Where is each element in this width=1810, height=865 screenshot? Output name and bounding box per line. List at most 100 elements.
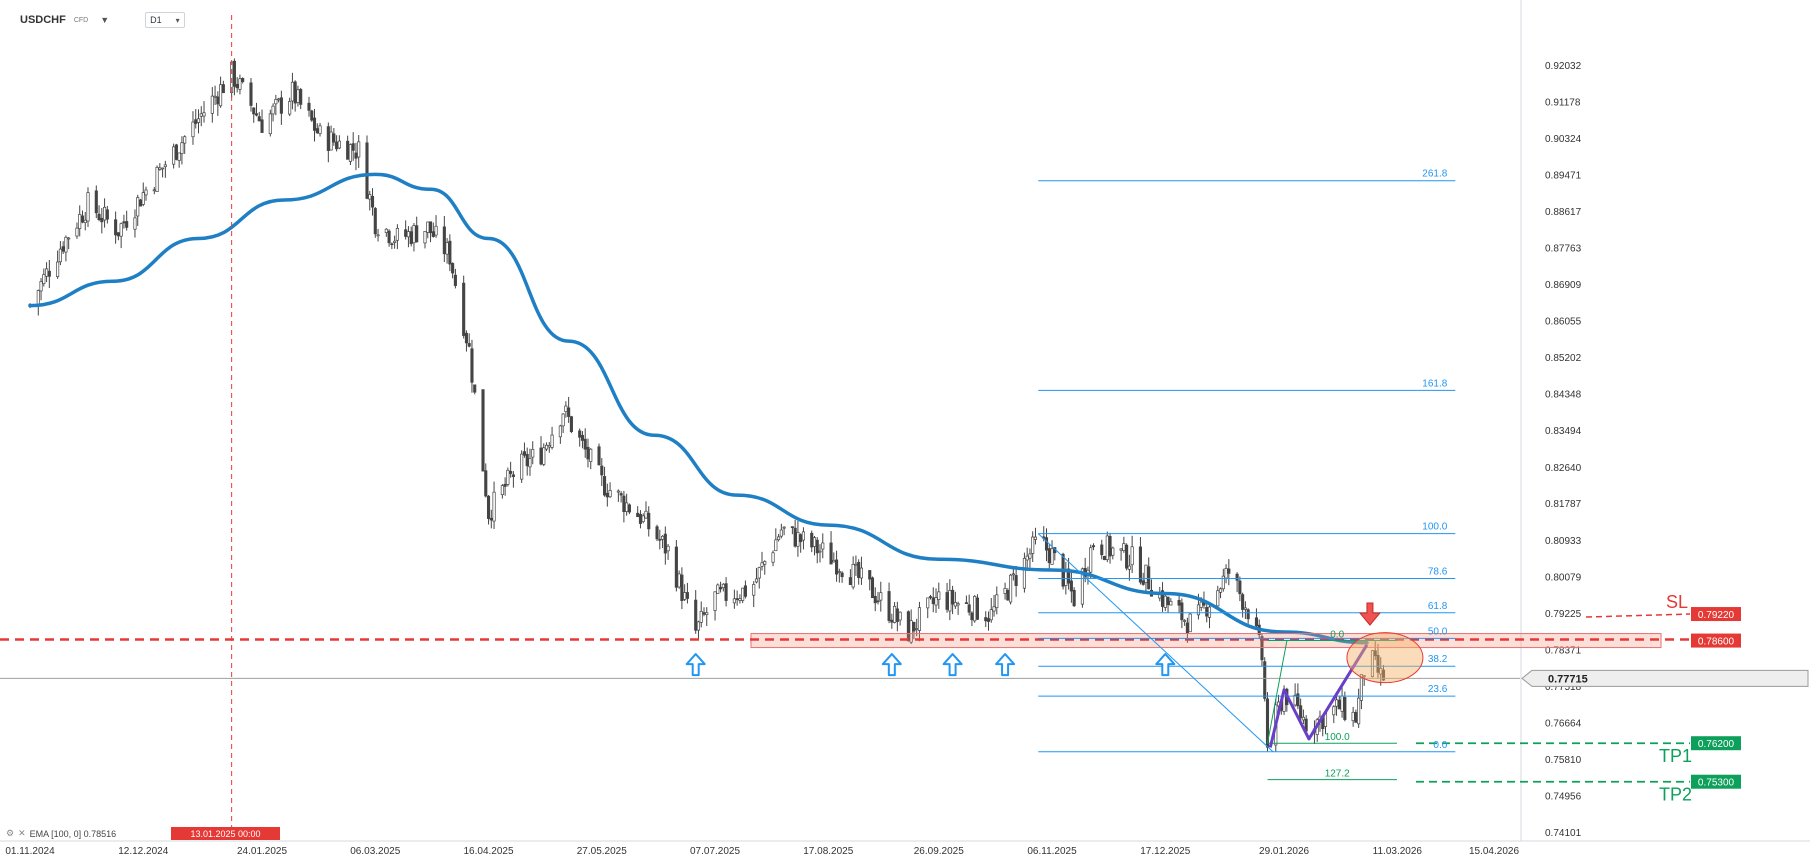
candle-body: [241, 78, 245, 82]
candle-body: [973, 596, 977, 622]
close-icon[interactable]: ✕: [18, 828, 26, 838]
candle-body: [486, 495, 491, 519]
candle-body: [666, 545, 670, 552]
candle-body: [840, 572, 844, 578]
y-tick-label: 0.92032: [1545, 61, 1582, 72]
candle-body: [337, 140, 341, 149]
candle-body: [1332, 706, 1336, 716]
candle-body: [763, 561, 767, 565]
candle-body: [47, 270, 51, 277]
candle-body: [511, 474, 515, 477]
settings-icon[interactable]: ⚙: [6, 828, 15, 838]
candle-body: [1227, 568, 1231, 574]
candle-body: [1122, 543, 1126, 551]
candle-body: [116, 232, 120, 237]
y-tick-label: 0.75810: [1545, 755, 1582, 766]
candle-body: [426, 221, 430, 233]
candle-body: [605, 492, 609, 498]
candle-body: [180, 142, 184, 154]
candle-body: [45, 268, 49, 277]
candle-body: [616, 490, 620, 493]
candle-body: [307, 102, 311, 111]
candle-body: [249, 82, 253, 106]
candle-body: [163, 164, 167, 168]
candle-body: [484, 470, 488, 497]
candle-body: [793, 527, 797, 547]
symbol-name[interactable]: USDCHF: [20, 14, 66, 26]
candle-body: [1373, 650, 1377, 657]
candle-body: [1067, 568, 1071, 584]
symbol-dropdown-icon[interactable]: ▼: [100, 15, 110, 25]
timeframe-select[interactable]: D1 ▾: [145, 12, 185, 28]
candle-body: [506, 469, 510, 485]
candle-body: [56, 261, 60, 277]
candle-body: [172, 146, 176, 165]
candle-body: [945, 592, 949, 610]
candle-body: [1141, 580, 1145, 585]
candle-body: [528, 458, 532, 468]
candle-body: [357, 141, 361, 158]
candle-body: [451, 263, 455, 274]
candle-body: [661, 535, 665, 540]
candle-body: [561, 413, 565, 427]
candle-body: [818, 550, 822, 553]
stop-loss-price-label: 0.79220: [1698, 610, 1735, 621]
candle-body: [829, 542, 833, 565]
support-up-arrow-icon: [685, 653, 706, 677]
candle-body: [738, 598, 742, 601]
candle-body: [1166, 596, 1170, 606]
candle-body: [1127, 565, 1131, 570]
candle-body: [409, 231, 413, 245]
indicator-legend: ⚙ ✕ EMA [100, 0] 0.78516: [6, 828, 116, 839]
candle-body: [1069, 580, 1073, 592]
candle-body: [376, 234, 380, 237]
candle-body: [854, 563, 858, 566]
fib-small-level-label: 0.0: [1330, 630, 1344, 641]
candle-body: [674, 546, 678, 588]
candle-body: [909, 620, 913, 643]
candle-body: [75, 227, 79, 237]
candle-body: [221, 84, 225, 94]
candle-body: [86, 192, 90, 222]
candle-body: [658, 538, 662, 541]
y-tick-label: 0.90324: [1545, 134, 1582, 145]
candle-body: [917, 607, 921, 631]
candle-body: [1335, 699, 1339, 707]
candle-body: [1263, 661, 1267, 699]
candle-body: [423, 231, 427, 244]
candle-body: [859, 567, 863, 579]
candle-body: [984, 617, 988, 622]
candle-body: [975, 597, 980, 620]
candle-body: [152, 189, 156, 192]
candle-body: [928, 596, 933, 598]
candle-body: [277, 98, 281, 101]
candle-body: [141, 192, 145, 205]
fib-level-label: 50.0: [1428, 626, 1448, 637]
candle-body: [848, 577, 852, 586]
candle-body: [296, 89, 300, 103]
candle-body: [1296, 693, 1300, 707]
candle-body: [934, 597, 938, 606]
candle-body: [760, 562, 764, 567]
stop-loss-text: SL: [1666, 592, 1688, 612]
candle-body: [680, 574, 684, 601]
candle-body: [174, 144, 178, 160]
x-tick-label: 17.12.2025: [1140, 846, 1190, 857]
candle-body: [257, 116, 261, 122]
candle-body: [986, 618, 991, 622]
y-tick-label: 0.80079: [1545, 572, 1582, 583]
candle-body: [970, 612, 974, 621]
candle-body: [395, 228, 399, 241]
candle-body: [464, 332, 468, 344]
candle-body: [1177, 599, 1181, 606]
candle-body: [890, 619, 894, 623]
candle-body: [627, 504, 631, 513]
candle-body: [1183, 620, 1187, 622]
candle-body: [757, 567, 761, 579]
candle-body: [564, 405, 568, 413]
candle-body: [348, 144, 352, 162]
candle-body: [315, 128, 319, 134]
chevron-down-icon: ▾: [175, 15, 180, 25]
candle-body: [470, 348, 474, 383]
